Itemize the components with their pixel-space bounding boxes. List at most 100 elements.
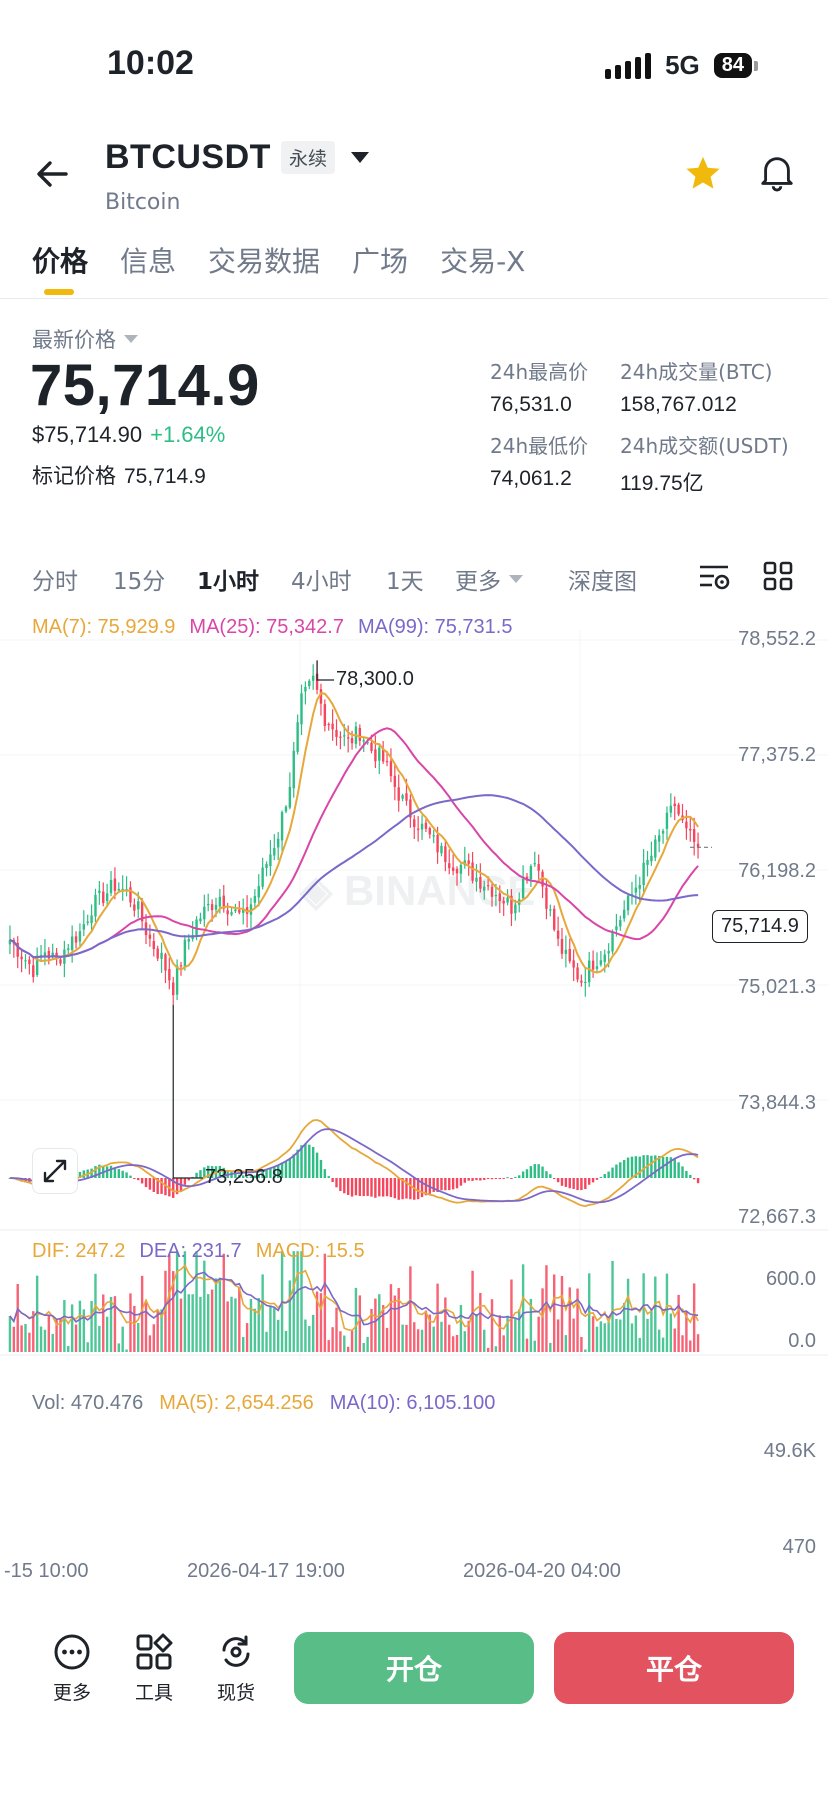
- candle-body: [222, 895, 225, 909]
- symbol-selector[interactable]: BTCUSDT 永续: [105, 138, 369, 177]
- close-position-button[interactable]: 平仓: [554, 1632, 794, 1704]
- volume-bar: [556, 1319, 560, 1352]
- candle-body: [148, 934, 152, 939]
- macd-bar: [343, 1178, 346, 1194]
- macd-bar: [300, 1145, 303, 1178]
- candle-body: [545, 887, 548, 909]
- volume-bar: [234, 1298, 237, 1352]
- macd-bar: [315, 1152, 319, 1178]
- macd-bar: [568, 1178, 571, 1189]
- candle-body: [591, 960, 595, 970]
- kline-chart[interactable]: ◈ BINANCE: [0, 600, 828, 1560]
- candle-body: [273, 848, 276, 856]
- expand-chart-button[interactable]: [32, 1148, 78, 1194]
- timeframe-1h[interactable]: 1小时: [197, 569, 260, 595]
- indicator-settings-icon[interactable]: [698, 562, 732, 592]
- macd-bar: [339, 1178, 342, 1192]
- favorite-star-icon[interactable]: [684, 154, 722, 192]
- open-position-button[interactable]: 开仓: [294, 1632, 534, 1704]
- candle-body: [657, 835, 661, 842]
- candle-body: [572, 960, 575, 968]
- timeframe-1d[interactable]: 1天: [386, 569, 424, 595]
- candle-body: [241, 909, 245, 913]
- macd-bar: [362, 1178, 365, 1197]
- candle-body: [428, 828, 432, 835]
- candle-body: [24, 960, 27, 962]
- tab-trading-data[interactable]: 交易数据: [208, 245, 321, 278]
- volume-bar: [39, 1326, 43, 1352]
- macd-bar: [261, 1170, 264, 1178]
- candle-body: [327, 723, 330, 726]
- timeframe-15m[interactable]: 15分: [113, 569, 166, 595]
- candlesticks: [8, 660, 700, 1005]
- timeframe-more[interactable]: 更多: [455, 562, 523, 596]
- depth-chart-tab[interactable]: 深度图: [568, 569, 637, 595]
- tools-button[interactable]: 工具: [124, 1632, 184, 1705]
- candle-body: [689, 828, 692, 831]
- candle-body: [615, 926, 618, 931]
- candle-body: [370, 742, 373, 751]
- volume-bar: [276, 1319, 280, 1352]
- macd-bar: [545, 1171, 548, 1178]
- volume-bar: [304, 1319, 307, 1352]
- volume-bar: [187, 1294, 190, 1352]
- macd-bar: [529, 1166, 533, 1178]
- candle-body: [284, 806, 288, 812]
- volume-bar: [12, 1326, 16, 1352]
- candle-body: [319, 689, 323, 704]
- volume-bar: [560, 1275, 564, 1352]
- candle-body: [451, 867, 455, 871]
- expand-icon: [43, 1159, 67, 1183]
- tab-square[interactable]: 广场: [352, 245, 409, 278]
- tab-trade-x[interactable]: 交易-X: [440, 245, 526, 278]
- macd-bar: [160, 1178, 163, 1194]
- back-arrow-icon[interactable]: [32, 154, 72, 194]
- candle-body: [16, 942, 19, 957]
- dea-line: [9, 1128, 699, 1204]
- candle-body: [335, 730, 338, 737]
- volume-bar: [241, 1337, 245, 1352]
- timeframe-line[interactable]: 分时: [32, 569, 78, 595]
- more-button[interactable]: 更多: [42, 1632, 102, 1705]
- tab-price[interactable]: 价格: [32, 245, 89, 278]
- spot-button[interactable]: 现货: [206, 1632, 266, 1705]
- volume-bar: [117, 1343, 121, 1352]
- macd-bar: [696, 1178, 700, 1184]
- volume-bar: [98, 1325, 101, 1352]
- volume-bar: [113, 1296, 117, 1352]
- bell-icon[interactable]: [758, 152, 796, 192]
- tab-info[interactable]: 信息: [120, 245, 177, 278]
- candle-body: [619, 920, 622, 927]
- last-price-selector[interactable]: 最新价格: [32, 324, 138, 354]
- volume-bar: [696, 1334, 700, 1352]
- layout-grid-icon[interactable]: [762, 560, 794, 592]
- macd-bar: [483, 1178, 486, 1180]
- volume-bar: [413, 1322, 416, 1352]
- macd-bar: [677, 1162, 680, 1178]
- macd-bar: [308, 1144, 311, 1178]
- macd-bar: [490, 1178, 494, 1180]
- volume-bar: [615, 1318, 618, 1352]
- volume-bar: [257, 1298, 260, 1352]
- candle-body: [568, 948, 571, 962]
- timeframe-4h[interactable]: 4小时: [291, 569, 352, 595]
- volume-bar: [572, 1318, 575, 1352]
- volume-bar: [20, 1325, 23, 1352]
- dif-line: [9, 1119, 699, 1208]
- volume-bar: [102, 1294, 105, 1352]
- more-dots-icon: [54, 1634, 90, 1670]
- stat-24h-low: 24h最低价 74,061.2: [490, 434, 589, 490]
- volume-bar: [335, 1307, 338, 1352]
- macd-bar: [642, 1155, 645, 1178]
- candle-body: [94, 894, 97, 917]
- macd-bar: [467, 1178, 470, 1181]
- macd-bar: [615, 1164, 618, 1178]
- macd-bar: [463, 1178, 467, 1183]
- volume-bar: [537, 1316, 540, 1352]
- macd-bar: [374, 1178, 377, 1198]
- volume-bar: [545, 1265, 548, 1352]
- candle-body: [113, 878, 117, 891]
- candle-body: [420, 823, 424, 830]
- price-axis-tick: 75,021.3: [738, 976, 816, 998]
- macd-bar: [241, 1175, 245, 1178]
